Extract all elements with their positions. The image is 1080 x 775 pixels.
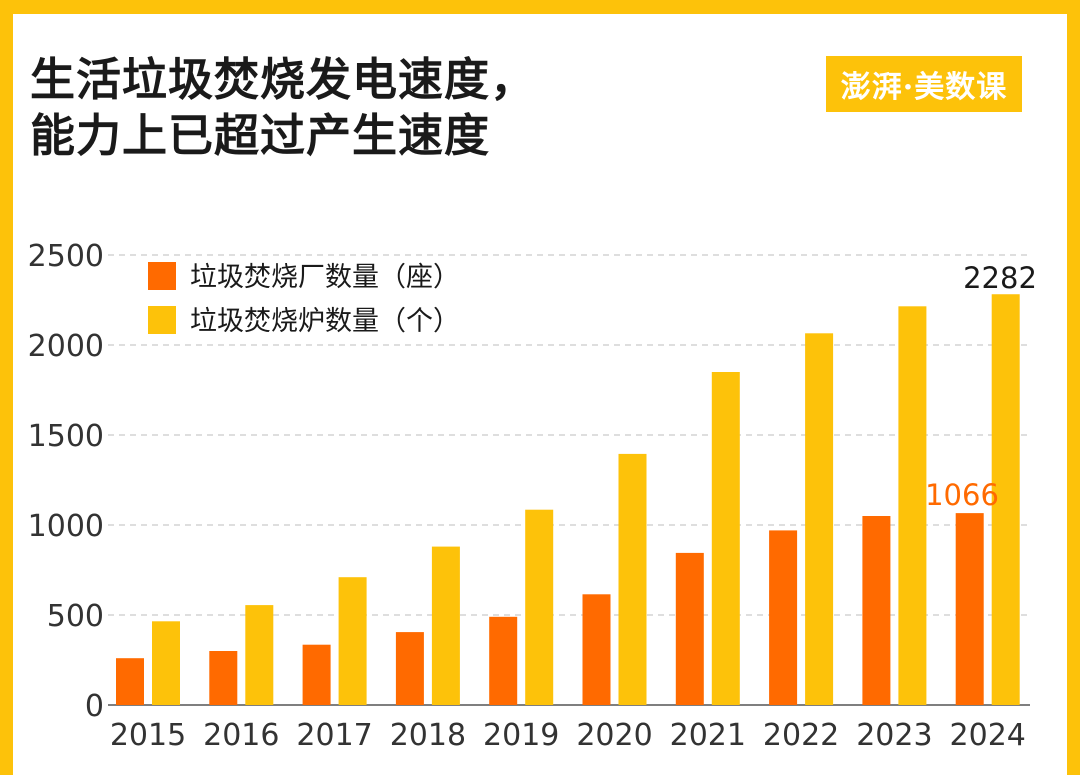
bar-furnaces bbox=[525, 509, 554, 705]
data-label-furnaces: 2282 bbox=[963, 261, 1037, 295]
bar-plants bbox=[209, 651, 238, 705]
x-tick-label: 2020 bbox=[576, 718, 652, 753]
bar-plants bbox=[862, 516, 891, 705]
y-tick-label: 2000 bbox=[28, 329, 104, 364]
bar-furnaces bbox=[805, 333, 834, 705]
y-tick-label: 0 bbox=[85, 689, 104, 724]
x-tick-label: 2019 bbox=[483, 718, 559, 753]
x-tick-label: 2021 bbox=[670, 718, 746, 753]
x-tick-label: 2017 bbox=[296, 718, 372, 753]
legend-label-furnaces: 垃圾焚烧炉数量（个） bbox=[190, 306, 460, 337]
x-tick-label: 2015 bbox=[110, 718, 186, 753]
x-tick-label: 2022 bbox=[763, 718, 839, 753]
y-tick-label: 2500 bbox=[28, 239, 104, 274]
bar-plants bbox=[302, 644, 331, 705]
bar-furnaces bbox=[431, 546, 460, 705]
bar-furnaces bbox=[711, 372, 740, 705]
legend-label-plants: 垃圾焚烧厂数量（座） bbox=[190, 262, 460, 293]
bar-plants bbox=[769, 530, 798, 705]
x-tick-label: 2024 bbox=[950, 718, 1026, 753]
bar-furnaces bbox=[152, 621, 180, 705]
bar-furnaces bbox=[245, 605, 274, 705]
legend-swatch-furnaces bbox=[148, 306, 176, 334]
title-line-2: 能力上已超过产生速度 bbox=[30, 109, 491, 162]
bar-plants bbox=[116, 658, 144, 705]
chart-title: 生活垃圾焚烧发电速度， 能力上已超过产生速度 bbox=[30, 52, 536, 164]
x-tick-label: 2018 bbox=[390, 718, 466, 753]
bar-furnaces bbox=[898, 306, 927, 705]
legend-swatch-plants bbox=[148, 262, 176, 290]
bar-plants bbox=[582, 594, 611, 705]
brand-text: 澎湃·美数课 bbox=[840, 70, 1008, 105]
bar-furnaces bbox=[991, 294, 1020, 705]
bar-plants bbox=[489, 616, 518, 705]
bar-furnaces bbox=[338, 577, 367, 705]
y-tick-label: 500 bbox=[47, 599, 104, 634]
y-tick-label: 1000 bbox=[28, 509, 104, 544]
brand-logo: 澎湃·美数课 bbox=[826, 56, 1022, 112]
bar-plants bbox=[675, 552, 704, 705]
y-tick-label: 1500 bbox=[28, 419, 104, 454]
data-label-plants: 1066 bbox=[925, 478, 999, 512]
bar-furnaces bbox=[618, 453, 647, 705]
x-tick-label: 2016 bbox=[203, 718, 279, 753]
bar-plants bbox=[955, 513, 984, 705]
x-tick-label: 2023 bbox=[856, 718, 932, 753]
bar-plants bbox=[395, 632, 424, 705]
title-line-1: 生活垃圾焚烧发电速度， bbox=[30, 53, 537, 106]
